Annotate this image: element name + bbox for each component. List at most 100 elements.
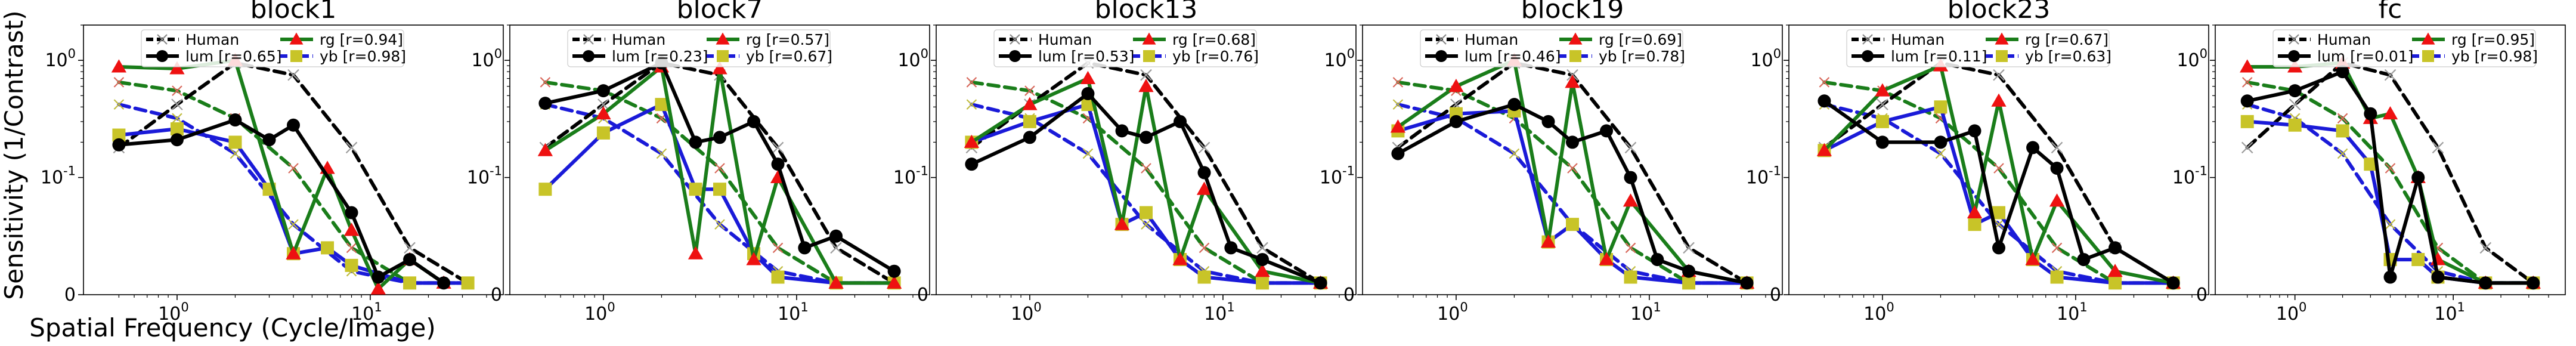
- human-rg-point: [1567, 163, 1578, 174]
- legend-yb-marker: [717, 50, 729, 62]
- series-lum-point: [965, 157, 979, 171]
- human-lum-point: [1140, 69, 1152, 81]
- human-rg-point: [2241, 77, 2253, 88]
- series-lum-point: [1740, 276, 1754, 290]
- y-tick-label: 0: [2196, 285, 2207, 305]
- series-lum-point: [1174, 115, 1187, 128]
- y-tick-label: 0: [64, 285, 76, 305]
- legend-yb-label: yb [r=0.67]: [746, 48, 832, 65]
- series-rg-point: [2049, 193, 2065, 207]
- series-lum-point: [287, 118, 300, 132]
- legend-box: [2272, 29, 2536, 67]
- human-lum-line: [1396, 61, 1749, 285]
- human-lum-point: [1993, 69, 2005, 81]
- legend-lum-marker: [1435, 50, 1447, 62]
- series-yb-point: [2288, 118, 2302, 132]
- legend-yb-label: yb [r=0.98]: [2451, 48, 2538, 65]
- series-yb-point: [112, 128, 126, 142]
- legend-human-label: Human: [1038, 31, 1092, 48]
- legend-box: [1420, 29, 1683, 67]
- human-yb-point: [656, 148, 667, 159]
- legend-yb-label: yb [r=0.63]: [2025, 48, 2111, 65]
- series-rg-point: [2240, 59, 2255, 73]
- y-tick-label: 10-1: [893, 164, 928, 189]
- human-rg-point: [714, 163, 725, 174]
- series-lum-point: [1391, 147, 1405, 160]
- series-yb-point: [2050, 270, 2064, 284]
- legend-box: [1846, 29, 2110, 67]
- series-lum-point: [1600, 124, 1614, 138]
- series-lum-point: [1934, 135, 1948, 149]
- series-yb-point: [1875, 115, 1889, 128]
- series-yb-point: [1682, 276, 1696, 290]
- y-tick-label: 100: [1750, 47, 1781, 71]
- human-yb-point: [1509, 148, 1520, 159]
- series-yb-point: [321, 241, 335, 255]
- series-lum-point: [771, 157, 785, 171]
- y-tick-label: 0: [1770, 285, 1781, 305]
- series-rg-point: [1540, 234, 1556, 248]
- human-rg-point: [288, 163, 299, 174]
- human-lum-point: [345, 141, 358, 154]
- legend-lum-label: lum [r=0.01]: [2317, 48, 2414, 65]
- series-lum-point: [1541, 115, 1555, 128]
- legend-rg-label: rg [r=0.94]: [320, 31, 403, 48]
- series-rg-point: [1196, 181, 1212, 195]
- human-yb-point: [714, 219, 725, 230]
- human-rg-point: [540, 77, 551, 88]
- series-lum-point: [170, 133, 184, 147]
- series-yb-point: [1256, 276, 1270, 290]
- series-rg-point: [2025, 252, 2041, 265]
- y-tick-label: 10-1: [467, 164, 502, 189]
- legend-human-marker: [1862, 34, 1873, 45]
- human-lum-point: [404, 242, 416, 254]
- series-yb-point: [1968, 218, 1981, 231]
- legend-lum-marker: [583, 50, 595, 62]
- human-yb-point: [1392, 99, 1404, 110]
- human-lum-point: [2241, 141, 2253, 154]
- series-rg-point: [286, 246, 301, 260]
- legend-human-label: Human: [2317, 31, 2371, 48]
- human-rg-point: [346, 242, 357, 254]
- human-lum-point: [597, 98, 609, 110]
- y-tick-label: 10-1: [41, 164, 76, 189]
- human-lum-point: [1198, 141, 1210, 154]
- series-lum-point: [1682, 264, 1696, 278]
- human-yb-point: [113, 99, 125, 110]
- series-rg-point: [2382, 106, 2398, 120]
- legend-rg-marker: [2421, 32, 2435, 45]
- series-lum-point: [829, 229, 843, 243]
- series-lum-point: [798, 241, 812, 255]
- series-rg-point: [688, 246, 704, 260]
- y-tick-label: 10-1: [1746, 164, 1781, 189]
- legend-yb-marker: [1143, 50, 1155, 62]
- series-lum-line: [117, 118, 446, 285]
- series-lum-point: [2050, 162, 2064, 175]
- legend-human-marker: [157, 34, 168, 45]
- series-lum-point: [2026, 141, 2040, 155]
- series-lum-point: [371, 270, 385, 284]
- series-yb-point: [403, 276, 417, 290]
- legend-box: [567, 29, 831, 67]
- series-lum-point: [1449, 115, 1463, 128]
- human-lum-point: [2384, 69, 2397, 81]
- series-yb-point: [228, 135, 242, 149]
- human-lum-line: [543, 61, 896, 285]
- human-rg-point: [772, 242, 784, 254]
- x-tick-label: 101: [778, 300, 809, 325]
- legend-lum-marker: [1862, 50, 1874, 62]
- series-rg-point: [828, 275, 844, 289]
- panel-title: block7: [677, 0, 763, 24]
- legend-rg-label: rg [r=0.67]: [2025, 31, 2109, 48]
- panel-title: block1: [250, 0, 337, 24]
- legend-yb-label: yb [r=0.98]: [320, 48, 406, 65]
- series-yb-point: [2109, 276, 2122, 290]
- legend-box: [993, 29, 1257, 67]
- series-lum-point: [1818, 94, 1831, 108]
